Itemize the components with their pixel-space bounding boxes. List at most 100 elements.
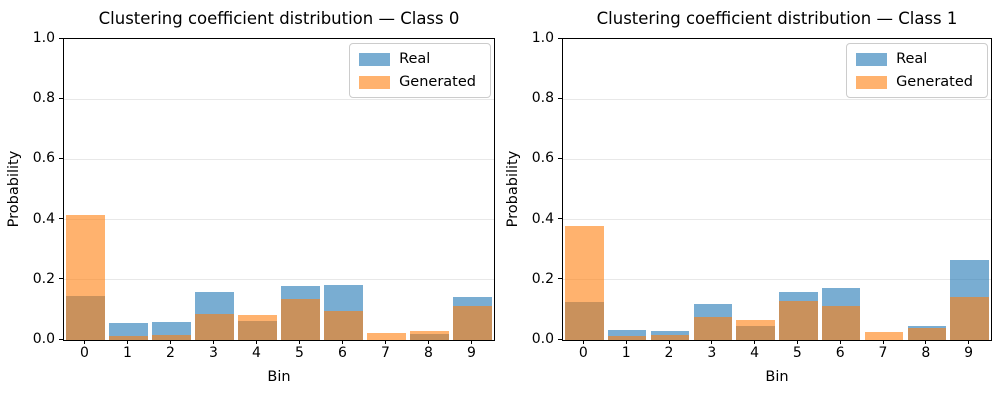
bar-generated [821,306,861,340]
legend: Real Generated [349,43,491,98]
bar-generated [650,334,690,340]
bar-generated [693,316,733,340]
y-tick-mark [558,97,562,99]
x-tick-label: 4 [750,345,760,361]
x-tick-label: 6 [835,345,845,361]
x-tick-label: 3 [707,345,717,361]
gridline [563,158,991,160]
x-tick-mark [299,340,300,344]
y-tick-label: 1.0 [32,30,55,46]
x-tick-mark [839,340,841,344]
x-tick-label: 2 [664,345,674,361]
y-tick-mark [558,218,562,220]
x-tick-mark [170,340,171,344]
y-tick-label: 0.6 [531,150,554,167]
x-tick-label: 0 [80,345,89,361]
y-tick-label: 0.2 [32,270,55,287]
panel-class-1: Clustering coefficient distribution — Cl… [500,0,1001,400]
gridline [64,158,494,160]
chart-title: Clustering coefficient distribution — Cl… [596,9,958,28]
legend-item-real: Real [359,51,480,67]
x-tick-mark [754,340,756,344]
x-tick-mark [471,340,472,344]
x-tick-mark [882,340,884,344]
bar-generated [66,214,105,340]
y-tick-mark [59,37,63,39]
y-tick-label: 0.8 [32,90,55,107]
y-tick-mark [59,97,63,99]
x-tick-label: 6 [338,345,347,361]
plot-area: Real Generated [562,38,992,341]
bar-generated [607,336,647,340]
legend-label-generated: Generated [399,74,476,90]
bar-generated [367,333,406,340]
x-tick-label: 8 [424,345,433,361]
x-tick-mark [711,340,713,344]
x-axis-label: Bin [267,369,291,385]
y-tick-label: 0.8 [531,90,554,107]
bar-generated [736,319,775,340]
bar-generated [109,336,148,340]
x-tick-mark [84,340,85,344]
bar-generated [779,300,818,340]
bar-real [607,329,647,340]
x-tick-mark [796,340,798,344]
legend-item-real: Real [856,51,977,67]
y-tick-mark [558,37,562,39]
bar-generated [324,310,363,340]
y-tick-label: 0.4 [531,210,554,227]
y-tick-mark [59,218,63,220]
x-tick-mark [213,340,214,344]
x-tick-label: 3 [209,345,218,361]
bar-generated [152,334,191,340]
x-tick-label: 9 [964,345,974,361]
x-tick-mark [668,340,670,344]
legend-item-generated: Generated [359,74,480,90]
gridline [64,219,494,221]
legend-item-generated: Generated [856,74,977,90]
y-tick-label: 0.0 [531,331,554,347]
bar-generated [907,327,947,340]
generated-swatch-icon [856,75,888,89]
bar-generated [195,314,234,340]
legend-label-real: Real [399,51,431,67]
x-tick-label: 9 [467,345,476,361]
y-tick-mark [558,338,562,340]
x-tick-mark [625,340,627,344]
x-tick-mark [127,340,128,344]
y-tick-label: 1.0 [531,30,554,46]
x-tick-label: 7 [381,345,390,361]
real-swatch-icon [359,52,391,66]
x-tick-mark [385,340,386,344]
y-axis-label: Probability [6,150,22,228]
x-tick-label: 5 [295,345,304,361]
real-swatch-icon [856,52,888,66]
legend-label-real: Real [896,51,928,67]
y-tick-label: 0.6 [32,150,55,167]
x-tick-mark [428,340,429,344]
x-tick-label: 1 [621,345,631,361]
y-tick-mark [59,338,63,340]
x-tick-mark [256,340,257,344]
y-tick-mark [558,157,562,159]
bar-generated [565,226,604,340]
bar-generated [281,299,320,340]
bar-generated [950,296,989,340]
x-tick-mark [925,340,927,344]
gridline [563,98,991,100]
x-tick-label: 1 [123,345,132,361]
x-tick-label: 4 [252,345,261,361]
plot-area: Real Generated [63,38,495,341]
y-tick-label: 0.4 [32,210,55,227]
bar-generated [864,332,904,340]
y-tick-mark [59,278,63,280]
legend-label-generated: Generated [896,74,973,90]
bar-generated [238,315,277,340]
bar-generated [453,306,492,340]
bar-real [109,323,148,340]
x-tick-label: 2 [166,345,175,361]
bar-generated [410,330,449,340]
x-tick-mark [342,340,343,344]
y-tick-mark [558,278,562,280]
